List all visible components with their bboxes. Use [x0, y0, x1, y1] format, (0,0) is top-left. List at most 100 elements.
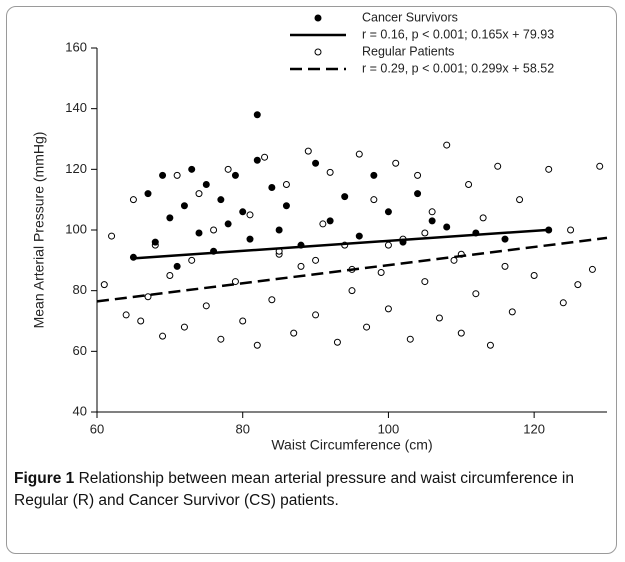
data-point [202, 181, 210, 188]
caption-text: Relationship between mean arterial press… [14, 470, 574, 509]
y-tick-label: 60 [73, 343, 87, 358]
data-point [246, 235, 254, 243]
data-point [137, 317, 145, 325]
data-point [501, 262, 509, 270]
x-tick-label: 100 [378, 421, 400, 436]
figure-frame [6, 6, 617, 554]
data-point [290, 329, 298, 337]
data-point [494, 162, 502, 170]
data-point [304, 147, 312, 155]
data-point [282, 181, 290, 188]
legend-marker [314, 14, 322, 22]
data-point [508, 308, 516, 316]
data-point [588, 265, 596, 273]
y-tick-label: 40 [73, 403, 87, 418]
y-tick-label: 80 [73, 282, 87, 297]
y-tick-label: 160 [65, 39, 87, 54]
data-point [224, 220, 232, 228]
data-point [355, 150, 363, 158]
data-point [188, 165, 196, 173]
data-point [173, 171, 181, 179]
x-axis-label: Waist Circumference (cm) [271, 437, 432, 453]
data-point [465, 181, 473, 188]
y-tick-label: 120 [65, 161, 87, 176]
data-point [443, 223, 451, 231]
data-point [319, 220, 327, 228]
data-point [545, 165, 553, 173]
data-point [217, 335, 225, 343]
data-point [501, 235, 509, 243]
data-point [261, 153, 269, 161]
data-point [129, 196, 137, 204]
data-point [268, 184, 276, 192]
data-point [195, 229, 203, 237]
caption-label: Figure 1 [14, 470, 75, 487]
data-point [268, 296, 276, 304]
data-point [384, 241, 392, 249]
legend-marker [314, 48, 322, 56]
data-point [421, 229, 429, 237]
data-point [530, 272, 538, 279]
data-point [479, 214, 487, 222]
data-point [217, 196, 225, 204]
legend-label: Regular Patients [362, 44, 454, 58]
legend-label: r = 0.29, p < 0.001; 0.299x + 58.52 [362, 61, 554, 75]
data-point [355, 232, 363, 240]
data-point [253, 341, 261, 349]
data-point [195, 190, 203, 198]
data-point [159, 332, 167, 340]
data-point [384, 208, 392, 216]
data-point [428, 217, 436, 225]
data-point [435, 314, 443, 322]
data-point [392, 159, 400, 167]
data-point [202, 302, 210, 310]
data-point [486, 341, 494, 349]
data-point [326, 168, 334, 176]
data-point [370, 171, 378, 179]
data-point [231, 171, 239, 179]
chart: Waist Circumference (cm) Mean Arterial P… [31, 10, 608, 453]
data-point [326, 217, 334, 225]
data-point [159, 171, 167, 179]
data-point [450, 256, 458, 264]
data-point [312, 256, 320, 264]
data-point [428, 208, 436, 216]
data-point [377, 268, 385, 276]
data-point [253, 156, 261, 164]
data-point [144, 190, 152, 198]
data-point [363, 323, 371, 331]
data-point [574, 281, 582, 289]
data-point [231, 278, 239, 286]
data-point [333, 338, 341, 346]
data-point [180, 202, 188, 210]
data-point [457, 329, 465, 337]
data-point [472, 290, 480, 298]
data-point [341, 193, 349, 201]
data-point [282, 202, 290, 210]
data-point [312, 311, 320, 319]
data-point [224, 165, 232, 173]
data-point [275, 226, 283, 234]
data-point [384, 305, 392, 313]
data-point [173, 262, 181, 270]
x-tick-label: 80 [235, 421, 249, 436]
data-point [239, 208, 247, 216]
fit-line [133, 228, 549, 260]
data-point [406, 335, 414, 343]
data-point [253, 111, 261, 119]
x-tick-label: 120 [523, 421, 545, 436]
data-point [421, 278, 429, 286]
data-point [246, 211, 254, 219]
y-tick-label: 100 [65, 221, 87, 236]
x-tick-label: 60 [90, 421, 104, 436]
data-point [166, 272, 174, 279]
fit-line [96, 236, 608, 303]
data-point [100, 281, 108, 289]
legend-label: Cancer Survivors [362, 10, 458, 24]
data-point [151, 238, 159, 246]
data-point [122, 311, 130, 319]
data-point [144, 293, 152, 301]
legend-label: r = 0.16, p < 0.001; 0.165x + 79.93 [362, 27, 554, 41]
y-tick-label: 140 [65, 100, 87, 115]
data-point [414, 190, 422, 198]
